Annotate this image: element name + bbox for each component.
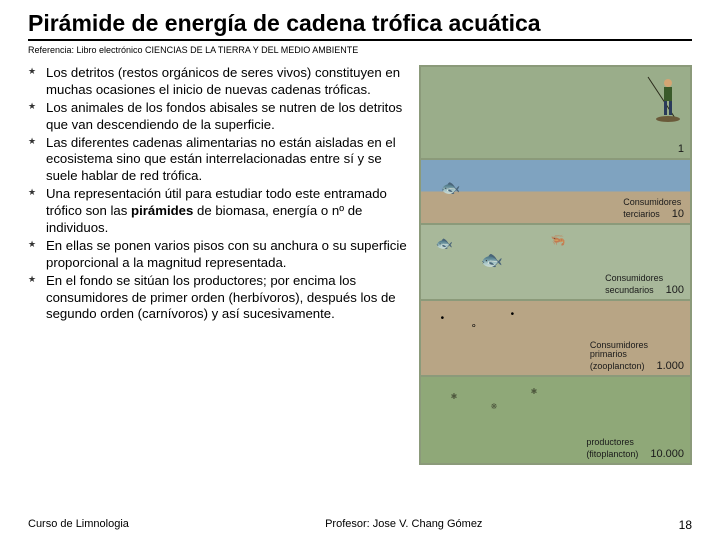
level-prim-label: Consumidoresprimarios(zooplancton) bbox=[590, 340, 648, 372]
slide-title: Pirámide de energía de cadena trófica ac… bbox=[28, 10, 692, 41]
level-tert-value: 10 bbox=[672, 208, 684, 220]
pyramid-level-tertiary: 🐟 Consumidoresterciarios10 bbox=[421, 160, 690, 225]
level-sec-value: 100 bbox=[666, 284, 684, 296]
slide-footer: Curso de Limnologia Profesor: Jose V. Ch… bbox=[0, 518, 720, 532]
plankton-icon: • bbox=[441, 313, 445, 324]
footer-left: Curso de Limnologia bbox=[28, 518, 129, 532]
plankton-icon: ∘ bbox=[471, 321, 477, 332]
level-human-value: 1 bbox=[678, 143, 684, 155]
level-prim-value: 1.000 bbox=[656, 360, 684, 372]
phyto-icon: ✱ bbox=[531, 387, 538, 396]
bullet-item: En ellas se ponen varios pisos con su an… bbox=[28, 238, 411, 272]
pyramid-diagram: 1 🐟 Consumidoresterciarios10 🐟 🐟 🦐 Consu… bbox=[419, 65, 692, 465]
level-prod-label: productores(fitoplancton) bbox=[586, 437, 638, 459]
level-prod-value: 10.000 bbox=[650, 448, 684, 460]
bullet-item: Los animales de los fondos abisales se n… bbox=[28, 100, 411, 134]
pyramid-level-producers: ✱ ❋ ✱ productores(fitoplancton) 10.000 bbox=[421, 377, 690, 463]
phyto-icon: ❋ bbox=[491, 402, 498, 411]
fisherman-icon bbox=[640, 73, 680, 123]
bullet-item: En el fondo se sitúan los productores; p… bbox=[28, 273, 411, 324]
fish-icon: 🐟 bbox=[441, 178, 461, 198]
level-sec-label: Consumidoressecundarios bbox=[605, 273, 663, 295]
pyramid-level-primary: • ∘ • Consumidoresprimarios(zooplancton)… bbox=[421, 301, 690, 377]
bullet-item: Una representación útil para estudiar to… bbox=[28, 186, 411, 237]
bullet-item: Las diferentes cadenas alimentarias no e… bbox=[28, 135, 411, 186]
shrimp-icon: 🦐 bbox=[551, 233, 566, 247]
bullet-item: Los detritos (restos orgánicos de seres … bbox=[28, 65, 411, 99]
reference-text: Referencia: Libro electrónico CIENCIAS D… bbox=[28, 45, 692, 55]
page-number: 18 bbox=[679, 518, 692, 532]
footer-center: Profesor: Jose V. Chang Gómez bbox=[325, 518, 482, 532]
fish-icon: 🐟 bbox=[436, 235, 453, 252]
pyramid-level-human: 1 bbox=[421, 67, 690, 160]
fish-icon: 🐟 bbox=[481, 250, 503, 271]
pyramid-level-secondary: 🐟 🐟 🦐 Consumidoressecundarios100 bbox=[421, 225, 690, 301]
plankton-icon: • bbox=[511, 309, 515, 320]
bullet-text-column: Los detritos (restos orgánicos de seres … bbox=[28, 65, 411, 465]
phyto-icon: ✱ bbox=[451, 392, 458, 401]
